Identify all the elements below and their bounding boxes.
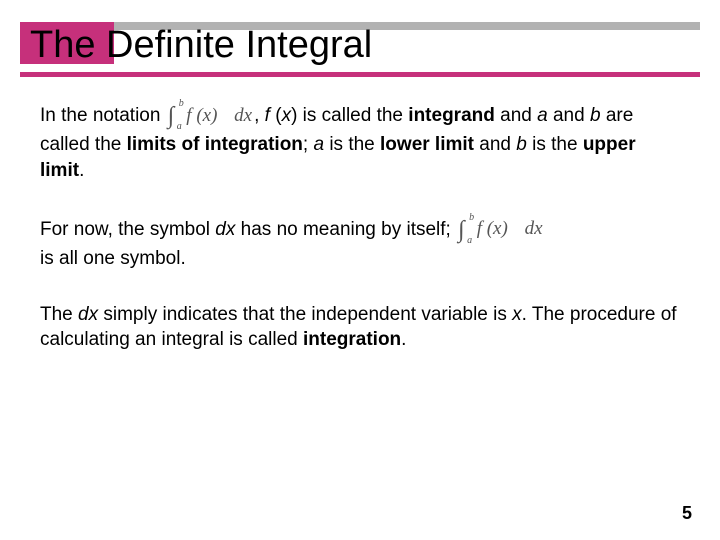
slide-header: The Definite Integral (0, 0, 720, 64)
text: The (40, 304, 78, 325)
text: f (259, 105, 270, 126)
text: b (516, 134, 527, 155)
text: is the (527, 134, 583, 155)
integral-sign-icon: ∫ba (458, 214, 465, 246)
text: and (474, 134, 516, 155)
text: For now, the symbol (40, 219, 215, 240)
text: and (495, 105, 537, 126)
text: dx (215, 219, 235, 240)
text: In the notation (40, 105, 166, 126)
slide-title: The Definite Integral (0, 22, 720, 64)
paragraph-1: In the notation ∫baf (x) dx, f (x) is ca… (40, 100, 680, 184)
differential-text: dx (525, 218, 543, 239)
text: a (537, 105, 548, 126)
text: is the (324, 134, 380, 155)
text: ; (303, 134, 314, 155)
text: and (548, 105, 590, 126)
term-lower-limit: lower limit (380, 134, 474, 155)
text: dx (78, 304, 98, 325)
paragraph-3: The dx simply indicates that the indepen… (40, 302, 680, 353)
integrand-text: f (x) (186, 105, 217, 126)
upper-limit: b (179, 97, 184, 111)
term-integrand: integrand (408, 105, 495, 126)
lower-limit: a (467, 234, 472, 248)
integral-notation: ∫ba f (x) dx (166, 100, 254, 132)
text: has no meaning by itself; (235, 219, 456, 240)
text: . (79, 160, 84, 181)
text: a (313, 134, 324, 155)
integrand-text: f (x) (477, 218, 508, 239)
page-number: 5 (682, 503, 692, 524)
text: ) is called the (291, 105, 408, 126)
text: is all one symbol. (40, 248, 186, 269)
slide-body: In the notation ∫baf (x) dx, f (x) is ca… (40, 100, 680, 383)
title-underline (20, 72, 700, 77)
text: x (282, 105, 292, 126)
text: b (590, 105, 601, 126)
integral-sign-icon: ∫ba (168, 100, 175, 132)
text: ( (270, 105, 282, 126)
text: . (401, 329, 406, 350)
text: x (512, 304, 522, 325)
differential-text: dx (234, 105, 252, 126)
lower-limit: a (177, 120, 182, 134)
integral-notation: ∫ba f (x) dx (456, 214, 544, 246)
upper-limit: b (469, 211, 474, 225)
paragraph-2: For now, the symbol dx has no meaning by… (40, 214, 680, 272)
text: simply indicates that the independent va… (98, 304, 512, 325)
term-limits-of-integration: limits of integration (127, 134, 303, 155)
term-integration: integration (303, 329, 401, 350)
